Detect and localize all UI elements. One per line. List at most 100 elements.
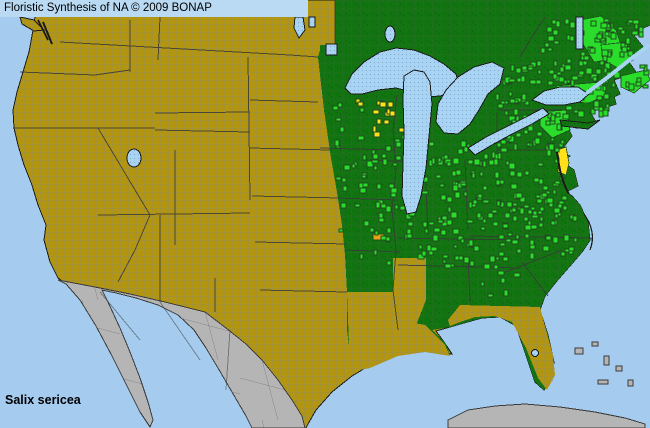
county-marker xyxy=(362,182,369,188)
county-marker xyxy=(492,221,499,227)
county-marker xyxy=(497,103,504,109)
county-marker xyxy=(619,51,625,58)
ontario-inland-lake xyxy=(384,25,396,43)
county-marker xyxy=(523,216,529,222)
county-marker xyxy=(564,248,570,253)
county-marker xyxy=(431,157,436,165)
county-marker xyxy=(632,19,640,25)
county-marker xyxy=(495,256,500,261)
county-marker xyxy=(607,51,612,58)
county-marker xyxy=(552,29,559,36)
county-marker xyxy=(585,67,593,75)
county-marker xyxy=(334,139,340,147)
county-marker xyxy=(439,183,445,188)
county-marker xyxy=(638,26,644,33)
county-marker xyxy=(442,254,449,259)
county-marker xyxy=(392,162,398,167)
county-marker xyxy=(542,185,549,191)
county-marker xyxy=(428,141,435,147)
county-marker xyxy=(548,143,555,151)
county-marker xyxy=(550,137,555,142)
county-marker xyxy=(553,40,560,45)
county-marker xyxy=(467,159,474,165)
county-marker xyxy=(519,207,525,215)
county-marker xyxy=(570,79,575,87)
county-marker xyxy=(573,237,578,243)
county-marker xyxy=(545,120,551,126)
county-marker xyxy=(537,210,543,215)
county-marker xyxy=(541,192,548,198)
county-marker xyxy=(544,42,550,48)
county-marker xyxy=(395,141,402,148)
county-marker xyxy=(369,227,375,233)
county-marker xyxy=(515,234,520,240)
county-marker xyxy=(483,153,489,160)
county-marker xyxy=(382,158,388,166)
puget-sound xyxy=(37,19,53,45)
county-marker xyxy=(555,112,561,118)
county-marker xyxy=(628,83,635,91)
county-marker xyxy=(446,161,452,167)
lake-michigan xyxy=(401,69,433,215)
county-marker xyxy=(443,154,449,160)
county-marker xyxy=(547,47,553,52)
county-marker xyxy=(627,50,634,57)
county-marker xyxy=(480,226,486,231)
county-marker xyxy=(552,189,557,195)
county-marker xyxy=(599,60,605,66)
county-marker xyxy=(487,293,494,298)
county-marker xyxy=(372,125,377,133)
county-marker xyxy=(610,32,617,40)
county-marker xyxy=(627,19,634,24)
county-marker xyxy=(642,84,649,89)
county-marker xyxy=(530,224,538,230)
county-marker xyxy=(563,234,570,242)
county-marker xyxy=(621,46,628,53)
county-marker xyxy=(625,81,630,88)
county-marker xyxy=(535,79,542,85)
county-marker xyxy=(527,66,534,71)
county-marker xyxy=(590,20,597,27)
county-marker xyxy=(542,245,550,252)
county-marker xyxy=(447,206,452,213)
county-marker xyxy=(605,103,610,109)
county-marker xyxy=(593,100,600,108)
county-marker xyxy=(505,238,512,243)
county-marker xyxy=(556,123,562,131)
county-marker xyxy=(454,255,460,261)
county-marker xyxy=(596,33,603,40)
county-marker xyxy=(359,107,365,113)
county-marker xyxy=(568,246,575,252)
county-marker xyxy=(511,239,519,245)
county-marker xyxy=(450,211,458,219)
county-marker xyxy=(477,193,483,199)
county-marker xyxy=(529,239,535,246)
county-marker xyxy=(578,60,584,67)
county-marker xyxy=(545,235,552,241)
county-marker xyxy=(536,198,543,204)
county-marker xyxy=(554,213,559,219)
county-marker xyxy=(495,179,501,186)
county-marker xyxy=(376,183,382,190)
county-marker xyxy=(500,139,507,145)
county-marker xyxy=(600,22,608,29)
county-marker xyxy=(342,185,348,192)
county-marker xyxy=(516,171,523,178)
county-marker xyxy=(387,101,394,108)
county-marker xyxy=(446,219,453,226)
county-marker xyxy=(538,178,544,185)
county-marker xyxy=(577,110,585,118)
county-marker xyxy=(603,93,610,100)
county-marker xyxy=(497,152,502,160)
county-marker xyxy=(560,139,565,145)
county-marker xyxy=(489,255,496,263)
county-marker xyxy=(540,47,546,54)
county-marker xyxy=(635,81,642,87)
county-marker xyxy=(564,64,572,71)
county-marker xyxy=(527,125,534,132)
county-marker xyxy=(558,200,565,205)
county-marker xyxy=(482,199,490,204)
county-marker xyxy=(466,219,474,224)
lake-huron xyxy=(435,61,505,135)
